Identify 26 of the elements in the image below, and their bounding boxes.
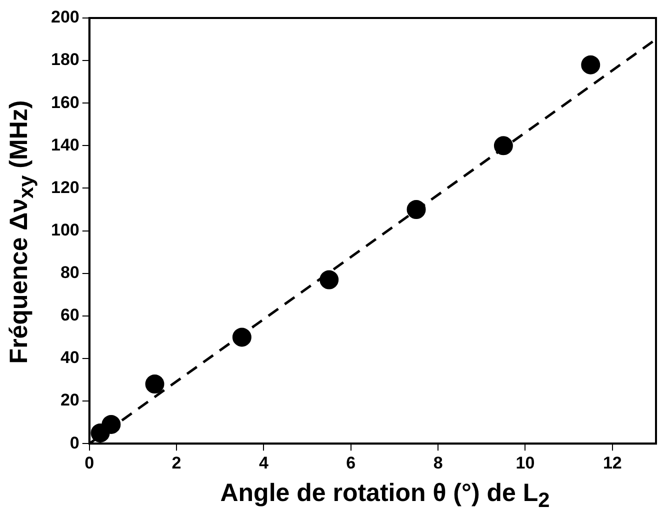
- y-tick-label: 0: [70, 433, 80, 452]
- point: [145, 374, 164, 394]
- x-tick-label: 8: [433, 453, 443, 472]
- point: [232, 328, 252, 347]
- y-tick-label: 160: [50, 92, 80, 112]
- x-tick-label: 10: [516, 453, 535, 472]
- point: [581, 55, 600, 74]
- x-tick-label: 0: [84, 453, 94, 472]
- y-tick-label: 140: [50, 135, 80, 154]
- x-tick-label: 12: [602, 453, 622, 472]
- x-tick-label: 4: [258, 453, 269, 472]
- x-tick-label: 2: [172, 453, 182, 472]
- x-axis-title: Angle de rotation θ (°) de L$_{2}$: [219, 479, 551, 513]
- y-tick-label: 180: [50, 50, 80, 70]
- y-tick-label: 200: [50, 8, 80, 27]
- point: [320, 270, 339, 290]
- point: [406, 200, 426, 220]
- y-tick-label: 80: [60, 263, 80, 282]
- y-tick-label: 20: [60, 390, 80, 410]
- y-tick-label: 60: [60, 306, 80, 325]
- y-tick-label: 120: [50, 178, 80, 197]
- y-tick-label: 100: [50, 220, 80, 240]
- point: [494, 136, 513, 156]
- x-tick-label: 6: [346, 453, 356, 472]
- y-tick-label: 40: [60, 348, 80, 368]
- point: [102, 414, 121, 434]
